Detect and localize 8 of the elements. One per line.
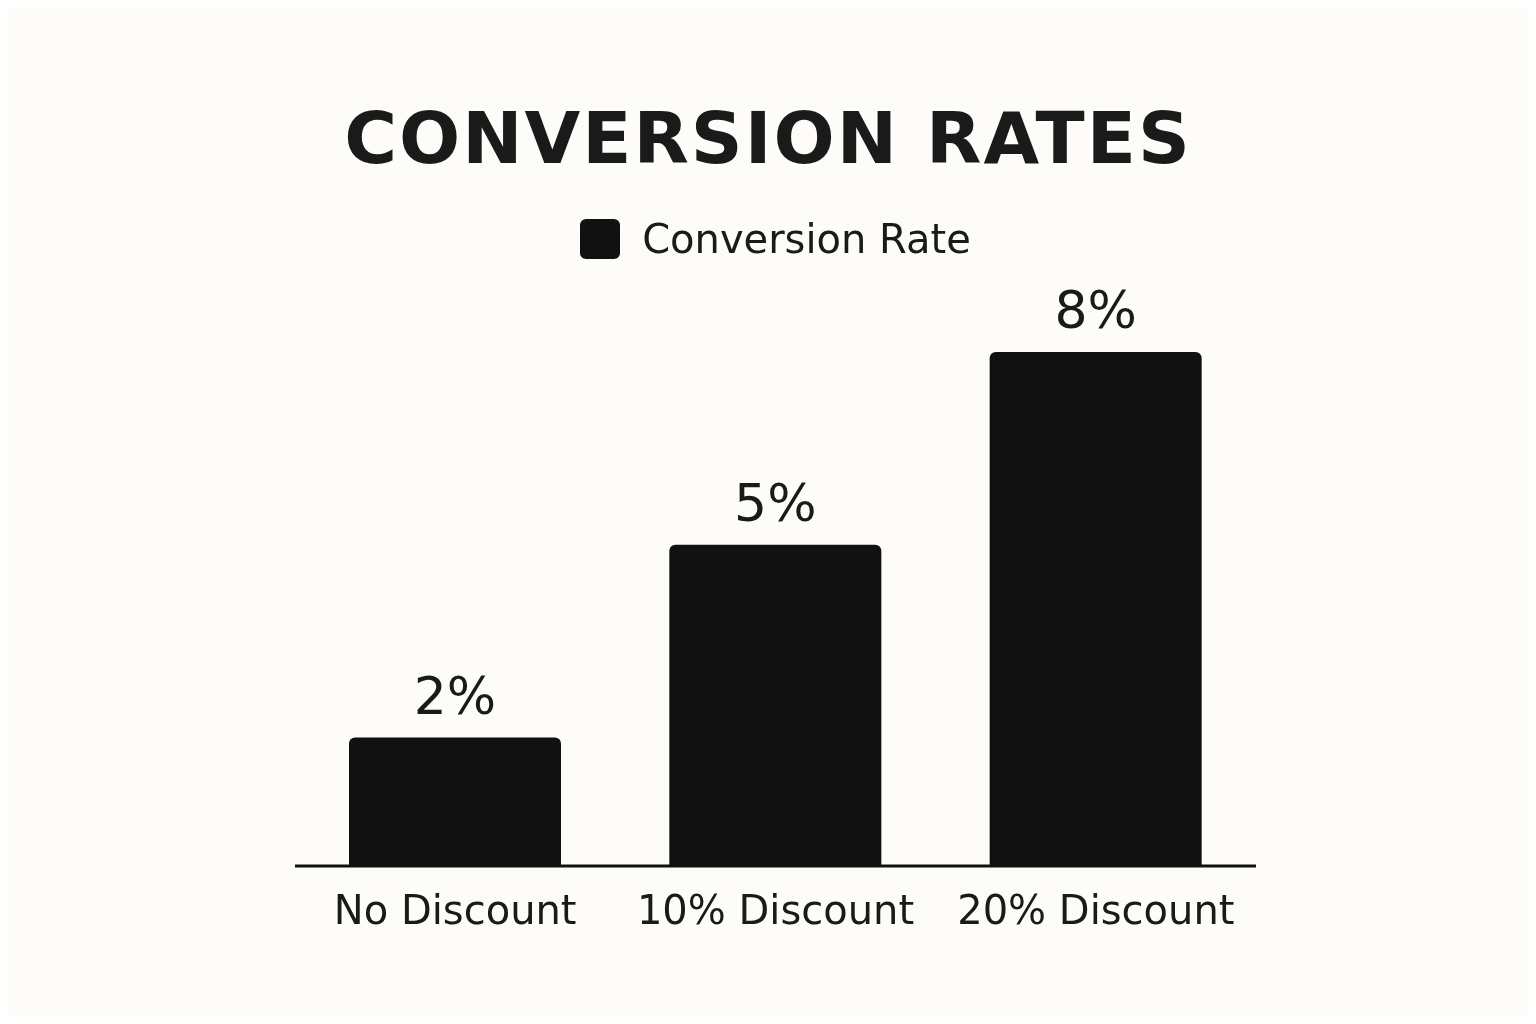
data-label: 2%: [413, 665, 497, 726]
data-label: 8%: [1054, 280, 1137, 340]
legend-label: Conversion Rate: [642, 216, 971, 262]
x-tick-label: No Discount: [333, 887, 577, 934]
chart-title: CONVERSION RATES: [343, 95, 1193, 182]
data-label: 5%: [734, 472, 817, 533]
x-tick-label: 10% Discount: [636, 887, 915, 934]
x-tick-label: 20% Discount: [957, 887, 1235, 934]
